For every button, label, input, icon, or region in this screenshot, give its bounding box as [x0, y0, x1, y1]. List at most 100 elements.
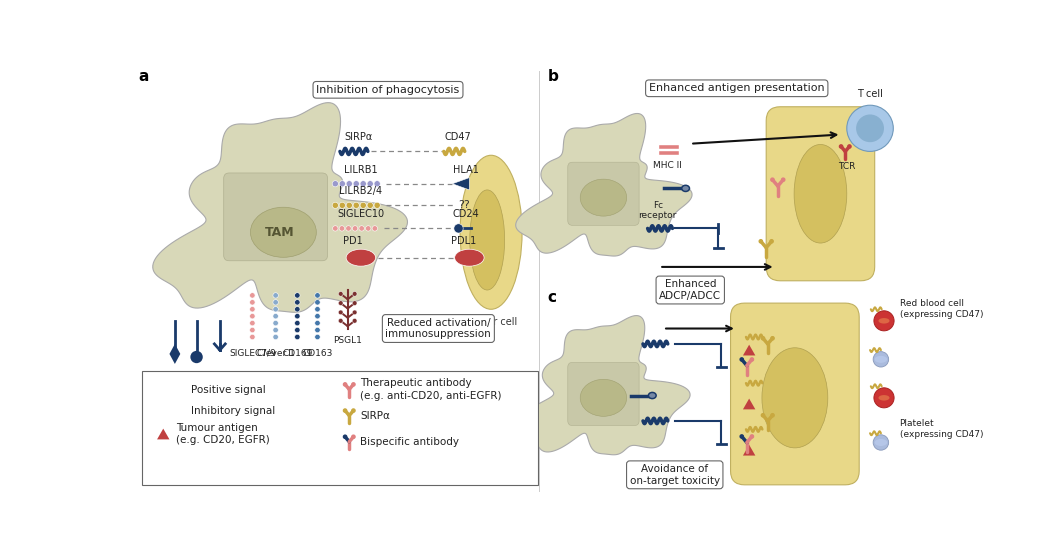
Text: PDL1: PDL1 [451, 236, 476, 246]
Circle shape [360, 202, 366, 208]
Circle shape [759, 239, 763, 244]
Circle shape [769, 239, 773, 244]
Circle shape [352, 319, 357, 323]
Circle shape [367, 202, 373, 208]
Text: SIGLEC7/9: SIGLEC7/9 [229, 349, 276, 358]
Ellipse shape [251, 207, 316, 257]
Text: Red blood cell
(expressing CD47): Red blood cell (expressing CD47) [899, 299, 983, 319]
Circle shape [294, 314, 300, 319]
Circle shape [250, 300, 255, 305]
Circle shape [375, 202, 380, 208]
Circle shape [346, 181, 352, 187]
Text: Tumour antigen
(e.g. CD20, EGFR): Tumour antigen (e.g. CD20, EGFR) [176, 423, 270, 445]
Circle shape [352, 291, 357, 296]
Circle shape [332, 226, 338, 231]
Circle shape [359, 226, 364, 231]
Circle shape [315, 334, 321, 340]
Circle shape [372, 226, 378, 231]
Text: T cell: T cell [857, 89, 883, 99]
Circle shape [340, 181, 345, 187]
Circle shape [367, 181, 373, 187]
Circle shape [740, 434, 744, 439]
Circle shape [315, 320, 321, 326]
Circle shape [332, 181, 339, 187]
Bar [142, 371, 539, 485]
Text: Bispecific antibody: Bispecific antibody [360, 436, 459, 446]
Polygon shape [517, 316, 690, 455]
Bar [659, 151, 679, 155]
FancyBboxPatch shape [568, 363, 639, 425]
Ellipse shape [470, 190, 505, 290]
Text: CD169: CD169 [282, 349, 312, 358]
Circle shape [250, 292, 255, 298]
FancyBboxPatch shape [223, 173, 328, 261]
Circle shape [360, 181, 366, 187]
Text: TCR: TCR [838, 162, 856, 171]
Circle shape [339, 319, 343, 323]
Circle shape [346, 226, 351, 231]
Text: Therapeutic antibody
(e.g. anti-CD20, anti-EGFR): Therapeutic antibody (e.g. anti-CD20, an… [360, 378, 501, 400]
Circle shape [873, 351, 889, 367]
Text: c: c [548, 290, 557, 305]
Circle shape [873, 435, 889, 450]
Text: PD1: PD1 [343, 236, 363, 246]
Circle shape [343, 382, 347, 387]
Text: PSGL1: PSGL1 [333, 336, 362, 345]
Circle shape [273, 292, 278, 298]
Circle shape [315, 300, 321, 305]
Text: b: b [548, 68, 559, 83]
Circle shape [250, 306, 255, 312]
Circle shape [340, 226, 345, 231]
Circle shape [250, 327, 255, 332]
Circle shape [294, 292, 300, 298]
Circle shape [874, 388, 894, 408]
Circle shape [740, 357, 744, 362]
Text: Enhanced antigen presentation: Enhanced antigen presentation [649, 83, 824, 93]
Text: MARCO: MARCO [180, 371, 213, 381]
Polygon shape [453, 177, 470, 190]
Circle shape [749, 357, 754, 362]
Ellipse shape [875, 439, 887, 446]
Bar [659, 145, 679, 148]
Circle shape [343, 408, 347, 413]
Ellipse shape [681, 185, 690, 192]
Ellipse shape [346, 249, 376, 266]
Text: Fc
receptor: Fc receptor [639, 201, 677, 220]
Text: Reduced activation/
immunosuppression: Reduced activation/ immunosuppression [385, 317, 491, 339]
Text: CD47: CD47 [444, 132, 471, 142]
Ellipse shape [878, 318, 890, 324]
Text: TAM: TAM [264, 226, 294, 239]
Circle shape [351, 434, 355, 439]
Circle shape [294, 306, 300, 312]
Ellipse shape [795, 145, 846, 243]
Circle shape [190, 351, 203, 363]
Circle shape [353, 181, 360, 187]
Circle shape [273, 327, 278, 332]
Text: Inhibitory signal: Inhibitory signal [191, 406, 275, 416]
Text: Inhibition of phagocytosis: Inhibition of phagocytosis [316, 85, 459, 95]
Circle shape [847, 144, 852, 149]
Circle shape [273, 320, 278, 326]
Text: a: a [139, 68, 149, 83]
Circle shape [749, 434, 754, 439]
Text: MHC II: MHC II [654, 161, 682, 170]
Circle shape [839, 144, 843, 149]
Circle shape [846, 105, 893, 151]
Circle shape [294, 327, 300, 332]
Circle shape [874, 311, 894, 331]
Circle shape [761, 336, 765, 341]
Circle shape [315, 292, 321, 298]
Text: LILRB1: LILRB1 [344, 165, 378, 175]
Circle shape [454, 224, 463, 233]
Circle shape [315, 327, 321, 332]
Text: Positive signal: Positive signal [191, 385, 266, 395]
Circle shape [339, 301, 343, 305]
Circle shape [352, 301, 357, 305]
Circle shape [250, 334, 255, 340]
Circle shape [770, 413, 774, 418]
Ellipse shape [580, 179, 626, 216]
Polygon shape [169, 344, 180, 364]
Polygon shape [743, 345, 755, 355]
Circle shape [332, 202, 339, 208]
Circle shape [294, 300, 300, 305]
